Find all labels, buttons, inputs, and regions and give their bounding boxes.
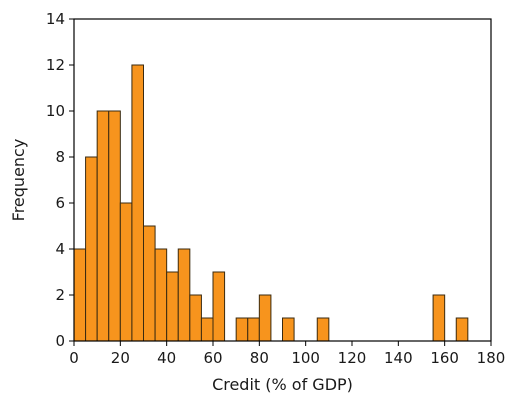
histogram-bar-7 <box>154 248 168 342</box>
histogram-bar-2 <box>96 110 110 342</box>
y-tick-label-3: 6 <box>55 194 65 212</box>
x-tick-label-3: 60 <box>203 349 222 367</box>
histogram-bar-17 <box>316 317 330 342</box>
y-tick-label-6: 12 <box>46 56 65 74</box>
bars-group <box>73 64 469 342</box>
histogram-bar-10 <box>189 294 202 342</box>
histogram-bar-19 <box>455 317 469 342</box>
histogram-bar-1 <box>85 156 98 342</box>
histogram-bar-6 <box>143 225 156 342</box>
histogram-bar-12 <box>212 271 226 342</box>
histogram-bar-11 <box>200 317 214 342</box>
x-tick-label-1: 20 <box>111 349 130 367</box>
histogram-bar-18 <box>432 294 446 342</box>
histogram-bar-8 <box>166 271 179 342</box>
histogram-bar-0 <box>73 248 87 342</box>
y-axis-label: Frequency <box>9 139 28 222</box>
histogram-bar-5 <box>131 64 145 342</box>
histogram-bar-4 <box>119 202 133 342</box>
y-tick-label-0: 0 <box>55 332 65 350</box>
histogram-bar-15 <box>258 294 272 342</box>
x-axis-label: Credit (% of GDP) <box>212 375 353 394</box>
x-tick-label-5: 100 <box>291 349 320 367</box>
histogram-bar-16 <box>282 317 295 342</box>
x-tick-label-6: 120 <box>338 349 367 367</box>
x-tick-label-8: 160 <box>430 349 459 367</box>
x-tick-label-4: 80 <box>250 349 269 367</box>
y-tick-label-7: 14 <box>46 10 65 28</box>
x-tick-label-7: 140 <box>384 349 413 367</box>
histogram-bar-3 <box>108 110 121 342</box>
y-tick-label-5: 10 <box>46 102 65 120</box>
y-axis-ticks: 0 2 4 6 8 10 12 14 <box>46 10 74 350</box>
x-tick-label-0: 0 <box>69 349 79 367</box>
histogram-bar-13 <box>235 317 249 342</box>
x-tick-label-9: 180 <box>477 349 506 367</box>
x-tick-label-2: 40 <box>157 349 176 367</box>
x-axis-ticks: 0 20 40 60 80 100 120 140 160 180 <box>69 341 505 367</box>
y-tick-label-4: 8 <box>55 148 65 166</box>
histogram-bar-14 <box>247 317 260 342</box>
plot-frame <box>73 18 492 342</box>
y-tick-label-2: 4 <box>55 240 65 258</box>
histogram-bar-9 <box>177 248 191 342</box>
y-tick-label-1: 2 <box>55 286 65 304</box>
